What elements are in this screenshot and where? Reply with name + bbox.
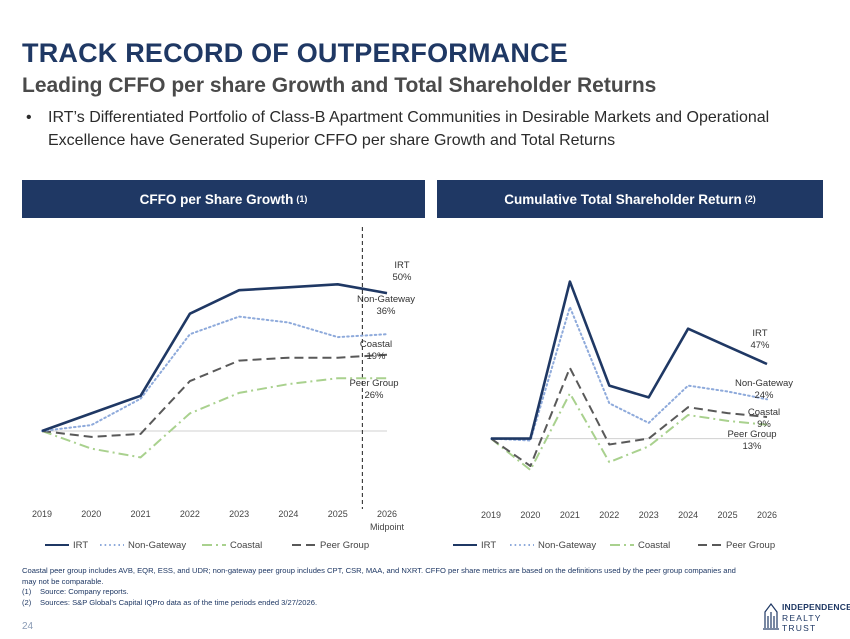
chart-cffo-tick-2020: 2020 xyxy=(81,509,101,519)
chart-tsr-tick-2019: 2019 xyxy=(481,510,501,520)
chart-tsr-tick-2020: 2020 xyxy=(520,510,540,520)
chart-tsr-legend-non-gateway: Non-Gateway xyxy=(538,540,596,551)
panel-header-cffo: CFFO per Share Growth (1) xyxy=(22,180,425,218)
chart-tsr-value-peer-group: 13% xyxy=(742,441,762,452)
chart-cffo-label-non-gateway: Non-Gateway xyxy=(357,294,415,305)
footnote-2-number: (2) xyxy=(22,597,32,607)
logo-text-line2: REALTY TRUST xyxy=(782,613,822,633)
chart-tsr-tick-2024: 2024 xyxy=(678,510,698,520)
panel-note-cffo: (1) xyxy=(296,194,308,204)
chart-tsr-tick-2025: 2025 xyxy=(718,510,738,520)
page-subtitle: Leading CFFO per share Growth and Total … xyxy=(22,74,657,97)
chart-cffo-line-irt xyxy=(41,282,388,433)
chart-cffo-label-coastal: Coastal xyxy=(360,339,392,350)
chart-cffo-label-peer-group: Peer Group xyxy=(349,378,398,389)
chart-cffo-legend-peer-group: Peer Group xyxy=(320,540,369,551)
chart-cffo-value-irt: 50% xyxy=(392,272,412,283)
footnote-1: (1) Source: Company reports. xyxy=(22,587,752,598)
page-title: TRACK RECORD OF OUTPERFORMANCE xyxy=(22,38,568,68)
footnote-1-text: Source: Company reports. xyxy=(40,587,129,596)
chart-tsr-tick-2022: 2022 xyxy=(599,510,619,520)
bullet-text: IRT’s Differentiated Portfolio of Class-… xyxy=(48,109,770,149)
chart-cffo-value-non-gateway: 36% xyxy=(376,306,396,317)
chart-tsr-legend-coastal: Coastal xyxy=(638,540,670,551)
chart-cffo-tick-2024: 2024 xyxy=(278,509,298,519)
panel-note-tsr: (2) xyxy=(744,194,756,204)
chart-tsr-line-coastal xyxy=(490,392,768,471)
chart-tsr-tick-2023: 2023 xyxy=(639,510,659,520)
chart-cffo-line-peer-group xyxy=(41,353,388,438)
chart-tsr-label-irt: IRT xyxy=(752,328,767,339)
chart-cffo-value-coastal: 19% xyxy=(366,351,386,362)
chart-tsr-tick-2026: 2026 xyxy=(757,510,777,520)
panel-title-tsr: Cumulative Total Shareholder Return xyxy=(504,191,742,207)
page-number: 24 xyxy=(22,621,34,632)
chart-cffo-tick-2021: 2021 xyxy=(131,509,151,519)
chart-cffo-legend-coastal: Coastal xyxy=(230,540,262,551)
chart-tsr-value-coastal: 9% xyxy=(757,419,771,430)
logo-text-line1: INDEPENDENCE xyxy=(782,602,850,612)
company-logo-icon xyxy=(763,603,779,630)
chart-cffo-value-peer-group: 26% xyxy=(364,390,384,401)
chart-tsr-legend-irt: IRT xyxy=(481,540,496,551)
footnotes: Coastal peer group includes AVB, EQR, ES… xyxy=(22,566,752,608)
bullet-marker: • xyxy=(26,109,32,126)
chart-cffo-tick-2023: 2023 xyxy=(229,509,249,519)
footnote-2-text: Sources: S&P Global’s Capital IQPro data… xyxy=(40,597,318,607)
chart-tsr-label-non-gateway: Non-Gateway xyxy=(735,378,793,389)
chart-tsr-legend-peer-group: Peer Group xyxy=(726,540,775,551)
footnote-general: Coastal peer group includes AVB, EQR, ES… xyxy=(22,566,736,586)
chart-cffo-tick-2026: 2026 xyxy=(377,509,397,519)
chart-cffo-label-irt: IRT xyxy=(394,260,409,271)
panel-title-cffo: CFFO per Share Growth xyxy=(139,191,294,207)
chart-cffo-line-non-gateway xyxy=(41,315,388,432)
chart-cffo-tick-2022: 2022 xyxy=(180,509,200,519)
chart-tsr-value-non-gateway: 24% xyxy=(754,390,774,401)
chart-cffo-tick-midpoint: Midpoint xyxy=(370,522,405,532)
footnote-2: (2) Sources: S&P Global’s Capital IQPro … xyxy=(22,598,752,609)
panel-header-tsr: Cumulative Total Shareholder Return (2) xyxy=(437,180,823,218)
footnote-1-number: (1) xyxy=(22,587,32,596)
chart-tsr-label-peer-group: Peer Group xyxy=(727,429,776,440)
chart-tsr-line-irt xyxy=(491,280,768,440)
chart-cffo-tick-2019: 2019 xyxy=(32,509,52,519)
chart-cffo-legend-irt: IRT xyxy=(73,540,88,551)
chart-tsr-line-peer-group xyxy=(490,366,768,467)
chart-cffo-tick-2025: 2025 xyxy=(328,509,348,519)
chart-tsr-value-irt: 47% xyxy=(750,340,770,351)
chart-cffo-legend-non-gateway: Non-Gateway xyxy=(128,540,186,551)
chart-tsr-tick-2021: 2021 xyxy=(560,510,580,520)
bullet-point: • IRT’s Differentiated Portfolio of Clas… xyxy=(26,106,826,152)
chart-tsr-label-coastal: Coastal xyxy=(748,407,780,418)
chart-cffo-line-coastal xyxy=(41,377,387,459)
chart-tsr-line-non-gateway xyxy=(490,306,768,442)
